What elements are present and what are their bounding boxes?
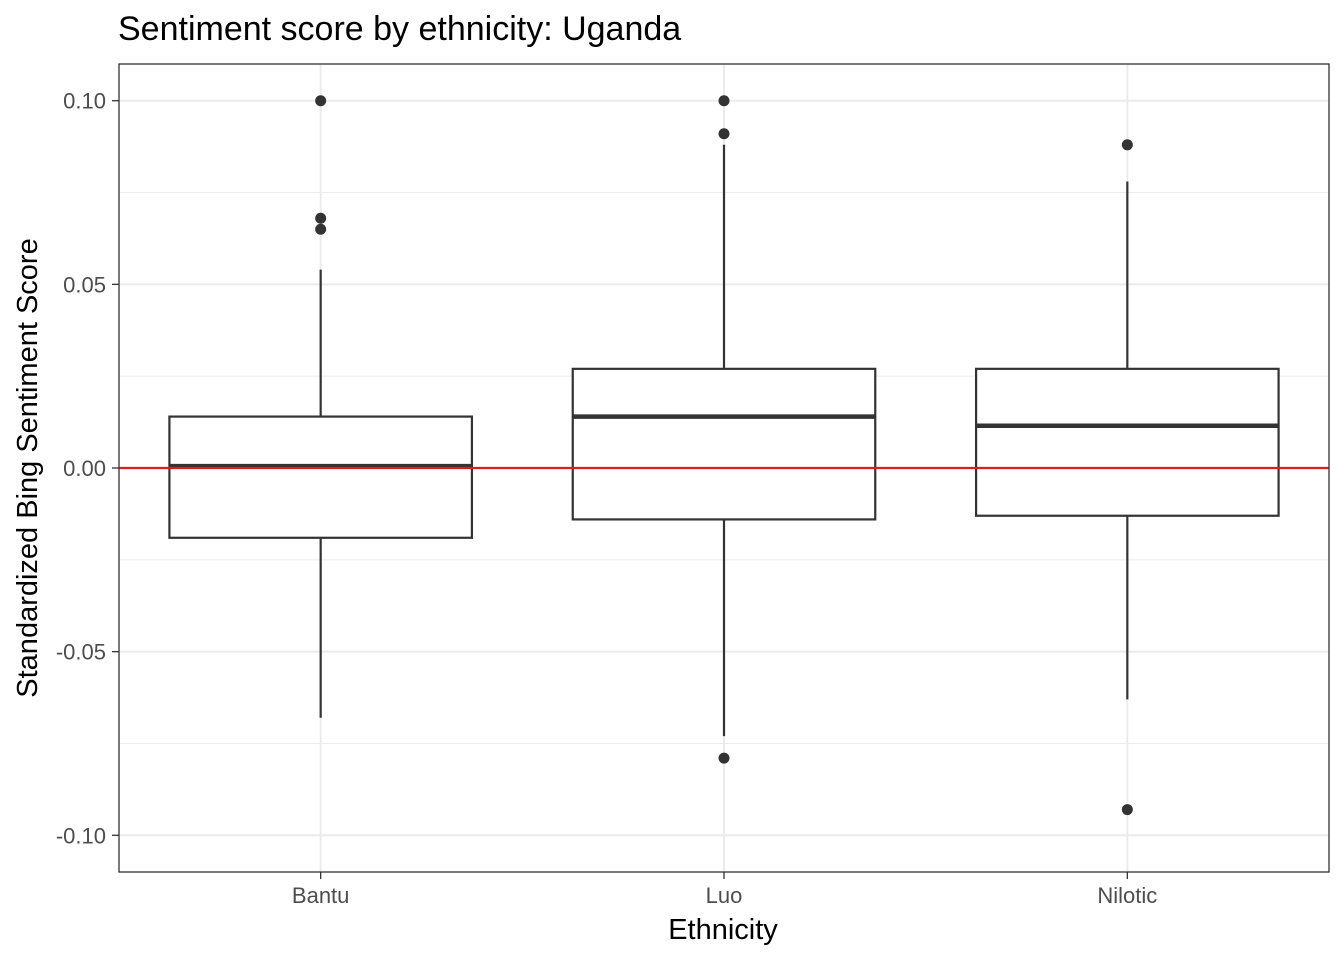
iqr-box bbox=[571, 367, 877, 521]
y-tick-label: 0.05 bbox=[63, 272, 106, 297]
x-axis-title: Ethnicity bbox=[668, 914, 778, 946]
outlier-point bbox=[718, 95, 730, 107]
box-nilotic bbox=[974, 139, 1280, 816]
outlier-point bbox=[315, 95, 327, 107]
outlier-point bbox=[315, 223, 327, 235]
x-tick-label: Nilotic bbox=[1097, 883, 1157, 908]
iqr-box bbox=[168, 415, 474, 539]
chart-title: Sentiment score by ethnicity: Uganda bbox=[118, 10, 681, 48]
y-tick-label: 0.10 bbox=[63, 89, 106, 114]
outlier-point bbox=[718, 752, 730, 764]
box-plots bbox=[168, 95, 1280, 816]
y-axis-title: Standardized Bing Sentiment Score bbox=[12, 238, 44, 697]
box-bantu bbox=[168, 95, 474, 718]
outlier-point bbox=[1121, 804, 1133, 816]
outlier-point bbox=[1121, 139, 1133, 151]
outlier-point bbox=[315, 212, 327, 224]
outlier-point bbox=[718, 128, 730, 140]
y-tick-label: -0.05 bbox=[56, 640, 106, 665]
y-axis: -0.10 -0.05 0.00 0.05 0.10 bbox=[56, 89, 119, 848]
iqr-box bbox=[974, 367, 1280, 517]
y-tick-label: 0.00 bbox=[63, 456, 106, 481]
x-tick-label: Luo bbox=[706, 883, 743, 908]
y-tick-label: -0.10 bbox=[56, 823, 106, 848]
box-luo bbox=[571, 95, 877, 764]
x-tick-label: Bantu bbox=[292, 883, 350, 908]
x-axis: Bantu Luo Nilotic bbox=[292, 872, 1157, 908]
